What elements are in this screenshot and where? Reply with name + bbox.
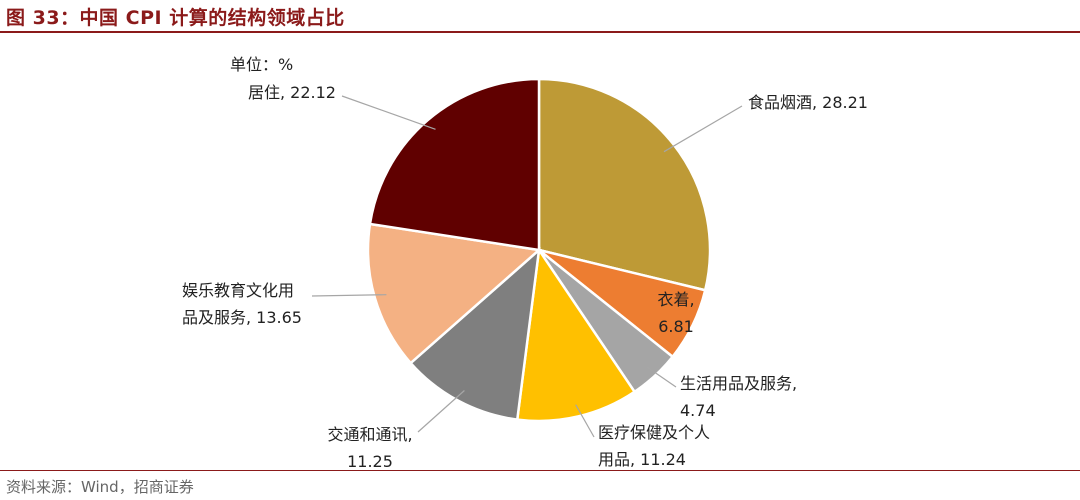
pie-slice	[366, 222, 542, 365]
leader-line	[417, 390, 465, 433]
leader-line	[663, 105, 743, 153]
leader-line	[646, 366, 677, 388]
slice-label-line: 11.25	[347, 452, 393, 470]
slice-label-line: 衣着,	[657, 290, 694, 309]
slice-label-line: 食品烟酒, 28.21	[748, 93, 868, 112]
pie-slice	[537, 77, 712, 292]
slice-label: 衣着, 6.81	[657, 290, 694, 336]
pie-slice	[368, 77, 541, 252]
leader-line	[311, 294, 387, 297]
slice-label-line: 品及服务, 13.65	[182, 308, 302, 327]
slice-label: 医疗保健及个人用品, 11.24	[598, 423, 710, 469]
leader-line	[575, 404, 595, 438]
slice-label: 食品烟酒, 28.21	[748, 93, 868, 112]
source-note: 资料来源：Wind，招商证券	[6, 478, 194, 496]
slice-label-line: 4.74	[680, 401, 716, 420]
slice-label: 居住, 22.12	[248, 83, 336, 102]
slice-label-line: 生活用品及服务,	[680, 374, 797, 393]
pie-slice	[515, 246, 637, 423]
slice-label-line: 交通和通讯,	[327, 425, 412, 444]
leader-line	[341, 95, 436, 130]
slice-labels: 食品烟酒, 28.21 衣着, 6.81 生活用品及服务, 4.74 医疗保健及个人用品,…	[182, 83, 868, 470]
unit-label: 单位：%	[230, 55, 293, 74]
leader-lines	[311, 95, 743, 438]
figure-title: 图 33：中国 CPI 计算的结构领域占比	[6, 7, 345, 29]
pie-chart: 食品烟酒, 28.21 衣着, 6.81 生活用品及服务, 4.74 医疗保健及个人用品,…	[182, 55, 868, 470]
footer-divider	[0, 470, 1080, 471]
slice-label: 娱乐教育文化用品及服务, 13.65	[182, 281, 302, 327]
slice-label-line: 用品, 11.24	[598, 450, 686, 469]
slice-label-line: 娱乐教育文化用	[182, 281, 294, 300]
slice-label: 交通和通讯, 11.25	[327, 425, 412, 470]
slice-label-line: 6.81	[658, 317, 694, 336]
title-divider	[0, 31, 1080, 33]
pie-slices	[366, 77, 712, 423]
slice-label-line: 居住, 22.12	[248, 83, 336, 102]
pie-slice	[408, 246, 541, 422]
slice-label: 生活用品及服务, 4.74	[680, 374, 797, 420]
slice-label-line: 医疗保健及个人	[598, 423, 710, 442]
